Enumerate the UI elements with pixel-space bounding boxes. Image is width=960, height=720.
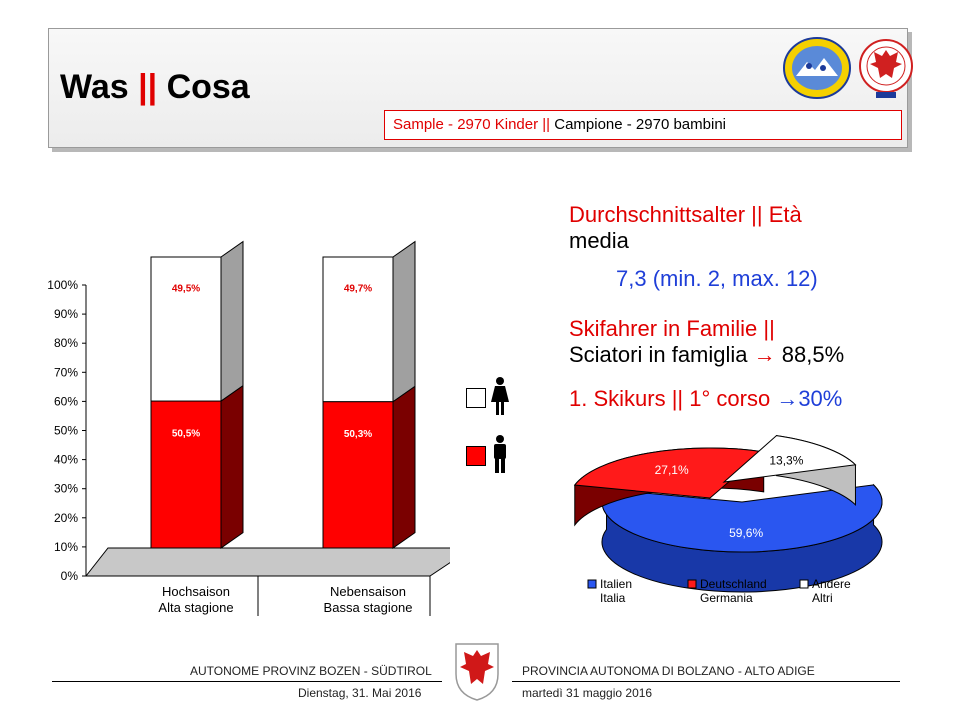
- title-part-it: Cosa: [157, 68, 250, 106]
- sample-text-it: Campione - 2970 bambini: [550, 116, 726, 133]
- x-tick-label: Alta stagione: [158, 600, 233, 615]
- legend-label: Andere: [812, 577, 851, 591]
- bar-data-label: 50,3%: [344, 429, 372, 440]
- age-value: 7,3 (min. 2, max. 12): [616, 266, 818, 291]
- bar-segment-male: [322, 401, 394, 549]
- pie-slice: [573, 447, 765, 499]
- legend-label: Italia: [600, 591, 626, 605]
- y-tick-label: 0%: [61, 569, 79, 583]
- sample-box: Sample - 2970 Kinder || Campione - 2970 …: [384, 110, 902, 140]
- female-legend-swatch: [466, 388, 486, 408]
- pie-data-label: 59,6%: [729, 526, 763, 540]
- person-skirt-icon: [491, 377, 509, 415]
- age-label-line2: media: [569, 228, 629, 253]
- title-part-de: Was: [60, 68, 139, 106]
- footer-province-it: PROVINCIA AUTONOMA DI BOLZANO - ALTO ADI…: [522, 664, 815, 678]
- y-tick-label: 80%: [54, 336, 78, 350]
- bar-data-label: 49,7%: [344, 284, 372, 295]
- gender-bar-chart: 0% 10% 20% 30% 40% 50% 60% 70% 80% 90% 100% 50,5% 49…: [47, 240, 450, 616]
- family-value: 88,5%: [781, 342, 845, 367]
- person-icon: [494, 435, 506, 473]
- y-tick-label: 90%: [54, 307, 78, 321]
- legend-label: Deutschland: [700, 577, 767, 591]
- bar-data-label: 50,5%: [172, 428, 200, 439]
- legend-swatch: [587, 579, 597, 589]
- bar-side-male: [220, 384, 244, 549]
- footer-date-it: martedì 31 maggio 2016: [522, 686, 653, 700]
- y-tick-label: 60%: [54, 394, 78, 408]
- arrow-icon: →: [753, 342, 776, 367]
- family-label-it: Sciatori in famiglia: [569, 342, 748, 367]
- course-label: 1. Skikurs || 1° corso: [569, 386, 771, 411]
- pie-slice: [601, 484, 883, 553]
- age-label-line1: Durchschnittsalter || Età: [569, 202, 802, 227]
- y-tick-label: 70%: [54, 365, 78, 379]
- footer-date-de: Dienstag, 31. Mai 2016: [298, 686, 422, 700]
- course-value: 30%: [798, 386, 843, 411]
- bar-segment-female: [150, 256, 222, 402]
- legend-swatch: [687, 579, 697, 589]
- x-tick-label: Bassa stagione: [324, 600, 413, 615]
- y-tick-label: 10%: [54, 540, 78, 554]
- legend-label: Italien: [600, 577, 632, 591]
- pie-data-label: 27,1%: [655, 463, 689, 477]
- pie-data-label: 13,3%: [769, 453, 803, 467]
- page-title: Was || Cosa: [60, 68, 250, 107]
- footer-rule-right: [512, 681, 900, 682]
- bar-segment-female: [322, 256, 394, 403]
- arrow-icon: →: [776, 386, 799, 411]
- legend-swatch: [799, 579, 809, 589]
- x-tick-label: Hochsaison: [162, 584, 230, 599]
- y-tick-label: 40%: [54, 453, 78, 467]
- footer-rule-left: [52, 681, 442, 682]
- bar-side-female: [392, 240, 416, 403]
- male-legend-swatch: [466, 446, 486, 466]
- sample-text-de: Sample - 2970 Kinder: [393, 116, 543, 133]
- pie-slice: [722, 435, 857, 483]
- age-fact: Durchschnittsalter || Età media: [569, 202, 802, 254]
- y-tick-label: 50%: [54, 424, 78, 438]
- y-tick-label: 100%: [47, 278, 78, 292]
- bar-segment-male: [150, 400, 222, 549]
- title-separator: ||: [138, 68, 158, 106]
- bar-side-female: [220, 240, 244, 403]
- x-tick-label: Nebensaison: [330, 584, 406, 599]
- y-tick-label: 30%: [54, 482, 78, 496]
- eagle-coat-of-arms-logo: [455, 643, 499, 701]
- skischool-logo: [783, 37, 851, 99]
- y-tick-label: 20%: [54, 511, 78, 525]
- bar-data-label: 49,5%: [172, 284, 200, 295]
- footer-province-de: AUTONOME PROVINZ BOZEN - SÜDTIROL: [190, 664, 432, 678]
- chart-floor: [84, 547, 450, 577]
- legend-label: Germania: [700, 591, 753, 605]
- province-seal-logo: [859, 39, 913, 98]
- bar-side-male: [392, 385, 416, 549]
- legend-label: Altri: [812, 591, 833, 605]
- family-fact: Skifahrer in Familie || Sciatori in fami…: [569, 316, 844, 368]
- sample-separator: ||: [542, 116, 551, 133]
- family-label-de: Skifahrer in Familie ||: [569, 316, 775, 341]
- course-fact: 1. Skikurs || 1° corso →30%: [569, 386, 842, 412]
